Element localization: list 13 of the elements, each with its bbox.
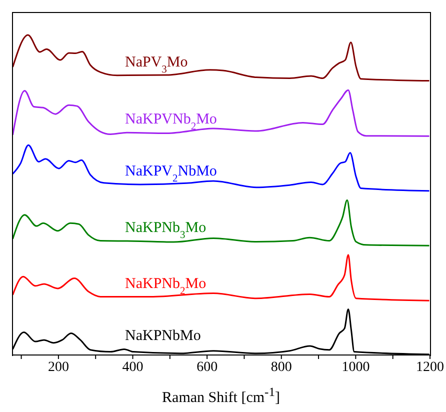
x-tick-label: 800 (270, 360, 292, 375)
series-label: NaKPNb$_{3}$Mo (125, 220, 206, 241)
x-tick-label: 400 (122, 360, 144, 375)
x-tick-label: 1000 (342, 360, 370, 375)
x-tick-label: 600 (196, 360, 218, 375)
series-label: NaKPVNb$_{2}$Mo (125, 112, 217, 132)
x-axis-title: Raman Shift [cm$^{-1}$] (161, 385, 281, 407)
x-tick-label: 200 (48, 360, 69, 375)
series-label: NaKPV$_{2}$NbMo (125, 163, 217, 184)
x-tick-label: 1200 (416, 360, 444, 375)
series-label: NaPV$_{3}$Mo (125, 54, 188, 75)
series-label: NaKPNb$_{2}$Mo (125, 276, 206, 296)
series-label: NaKPNbMo (125, 328, 201, 344)
